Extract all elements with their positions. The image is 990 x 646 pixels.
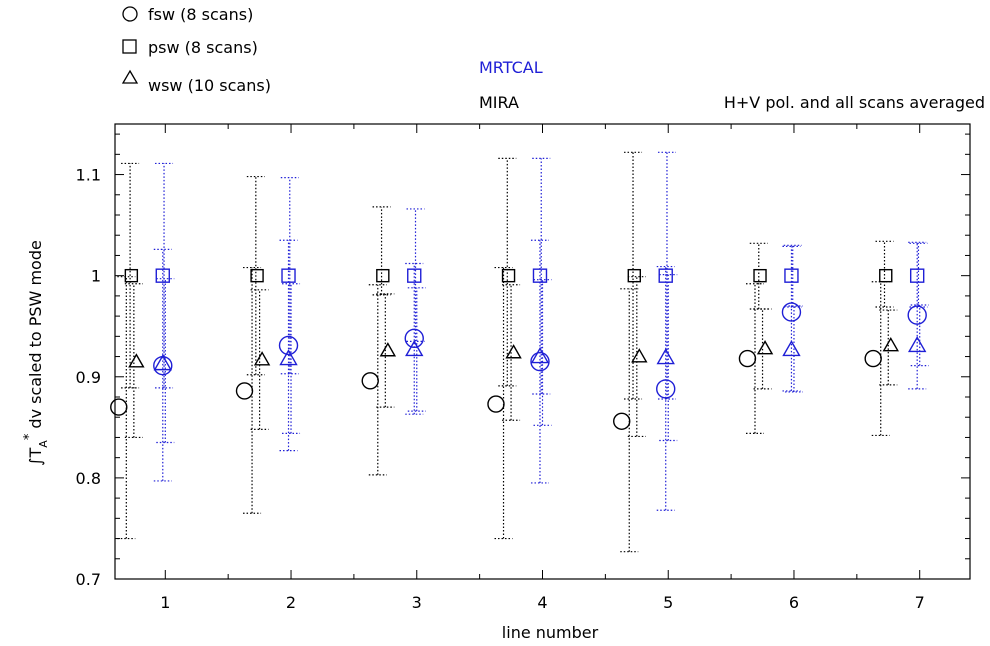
legend-square-icon (122, 39, 137, 54)
point-mrtcal-psw (784, 268, 799, 283)
point-mrtcal-wsw (656, 348, 675, 365)
point-mira-psw (376, 268, 390, 283)
point-mrtcal-wsw (279, 349, 298, 366)
point-mrtcal-psw (658, 268, 673, 283)
point-mira-psw (124, 268, 139, 283)
point-mrtcal-psw (281, 268, 296, 283)
point-mira-fsw (613, 412, 631, 430)
point-mira-psw (879, 268, 893, 283)
point-mrtcal-wsw (153, 354, 172, 371)
point-mira-psw (250, 268, 264, 283)
point-mrtcal-wsw (530, 347, 550, 364)
plot-area: 1 2 3 4 5 6 7 0.7 0.8 0.9 1 1.1 (76, 123, 971, 612)
point-mira-psw (501, 268, 516, 283)
x-tick-label: 1 (160, 593, 170, 612)
chart-note: H+V pol. and all scans averaged (724, 93, 985, 112)
legend-label-psw: psw (8 scans) (148, 38, 258, 57)
point-mrtcal-wsw (907, 336, 927, 353)
point-mira-fsw (361, 372, 379, 390)
point-mrtcal-psw (155, 268, 170, 283)
point-mrtcal-psw (909, 268, 925, 283)
point-mira-wsw (756, 340, 774, 355)
point-mira-fsw (235, 382, 254, 400)
point-mira-fsw (864, 349, 882, 368)
point-mira-fsw (110, 398, 128, 416)
x-tick-label: 4 (537, 593, 547, 612)
point-mrtcal-wsw (782, 340, 801, 357)
legend: fsw (8 scans) psw (8 scans) wsw (10 scan… (121, 5, 271, 95)
point-mira-wsw (882, 337, 899, 352)
x-axis-label: line number (502, 623, 599, 642)
y-tick-label: 0.8 (76, 469, 101, 488)
point-mira-wsw (379, 342, 397, 357)
point-mrtcal-fsw (907, 305, 927, 325)
y-tick-label: 0.7 (76, 570, 101, 589)
point-mrtcal-fsw (404, 328, 424, 349)
point-mira-wsw (253, 351, 271, 366)
y-tick-label: 1 (91, 267, 101, 286)
label-mrtcal: MRTCAL (479, 58, 543, 77)
legend-label-wsw: wsw (10 scans) (148, 76, 271, 95)
point-mrtcal-fsw (656, 379, 676, 399)
legend-label-fsw: fsw (8 scans) (148, 5, 253, 24)
point-mira-psw (627, 268, 641, 283)
point-mira-fsw (738, 349, 757, 368)
x-tick-label: 2 (286, 593, 296, 612)
label-mira: MIRA (479, 93, 519, 112)
point-mira-wsw (128, 353, 145, 368)
point-mira-wsw (631, 348, 648, 363)
point-mrtcal-psw (407, 268, 422, 283)
x-tick-label: 5 (663, 593, 673, 612)
point-mrtcal-fsw (530, 351, 550, 372)
point-mrtcal-psw (532, 268, 548, 283)
y-axis-label-sup: * (22, 433, 37, 440)
legend-triangle-icon (121, 69, 139, 84)
y-axis-label-rest: dv scaled to PSW mode (26, 240, 45, 434)
point-mira-fsw (487, 395, 505, 413)
x-tick-label: 3 (412, 593, 422, 612)
y-tick-label: 1.1 (76, 166, 101, 185)
y-tick-label: 0.9 (76, 368, 101, 387)
legend-circle-icon (122, 6, 138, 22)
y-axis-label-sub: A (37, 440, 50, 448)
point-mrtcal-fsw (278, 335, 299, 356)
x-tick-label: 7 (915, 593, 925, 612)
x-tick-label: 6 (789, 593, 799, 612)
y-axis-label-integral: ∫T (26, 447, 45, 465)
point-mira-psw (753, 268, 767, 283)
point-mrtcal-wsw (405, 340, 424, 357)
point-mira-wsw (505, 344, 522, 359)
point-mrtcal-fsw (781, 302, 802, 322)
y-axis-label: ∫TA* dv scaled to PSW mode (22, 240, 50, 466)
